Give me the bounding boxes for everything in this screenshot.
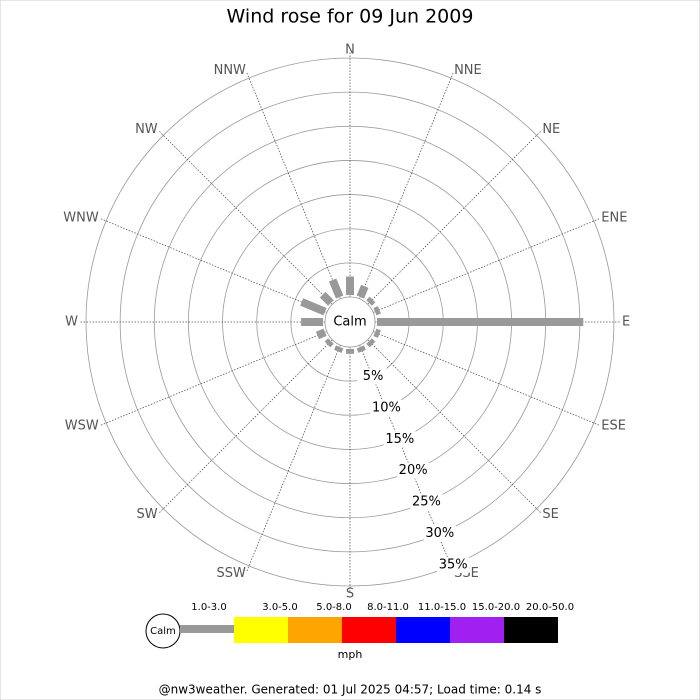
- spoke: [246, 72, 341, 300]
- direction-label: WNW: [63, 210, 99, 225]
- bar: [300, 298, 327, 316]
- bar: [373, 306, 381, 316]
- spoke: [372, 218, 600, 313]
- ring-label-bg: [397, 462, 430, 479]
- legend-label: 1.0-3.0: [191, 602, 226, 613]
- ring-label: 15%: [385, 432, 414, 447]
- ring-label-bg: [370, 399, 403, 416]
- direction-label: E: [622, 315, 630, 330]
- spoke: [246, 344, 341, 572]
- ring: [85, 57, 615, 587]
- bar: [366, 296, 376, 306]
- unit-label: mph: [338, 648, 363, 661]
- legend-label: 20.0-50.0: [526, 602, 574, 613]
- ring-label: 30%: [425, 526, 454, 541]
- direction-label: NNW: [214, 63, 246, 78]
- bar: [356, 345, 366, 353]
- bar: [356, 284, 369, 299]
- bar: [334, 345, 344, 353]
- spoke: [100, 331, 328, 426]
- direction-label: SW: [137, 507, 158, 522]
- ring-label-bg: [410, 494, 443, 511]
- direction-label: SE: [542, 507, 558, 522]
- bar: [324, 338, 334, 348]
- legend-swatch: [450, 617, 504, 643]
- legend-label: 11.0-15.0: [418, 602, 466, 613]
- direction-label: W: [65, 315, 78, 330]
- legend-label: 8.0-11.0: [367, 602, 409, 613]
- direction-label: WSW: [65, 419, 99, 434]
- spoke: [372, 331, 600, 426]
- calm-circle: [324, 296, 376, 348]
- footer: @nw3weather. Generated: 01 Jul 2025 04:5…: [159, 683, 542, 697]
- legend-label: 15.0-20.0: [472, 602, 520, 613]
- ring-label-bg: [357, 368, 390, 385]
- legend-swatch: [342, 617, 396, 643]
- spoke: [158, 130, 333, 305]
- bar: [366, 338, 376, 348]
- spoke: [359, 72, 454, 300]
- direction-label: SSW: [217, 566, 247, 581]
- direction-label: N: [345, 43, 355, 58]
- legend-swatch: [504, 617, 558, 643]
- legend-swatch: [234, 617, 288, 643]
- legend-label: 5.0-8.0: [316, 602, 351, 613]
- direction-label: S: [346, 587, 354, 602]
- spoke: [367, 130, 542, 305]
- ring-label-bg: [383, 431, 416, 448]
- ring-label: 25%: [412, 495, 441, 510]
- bar: [315, 328, 327, 340]
- direction-label: NE: [542, 122, 560, 137]
- calm-label: Calm: [333, 315, 366, 330]
- legend-swatch: [288, 617, 342, 643]
- spoke: [100, 218, 328, 313]
- direction-label: ESE: [601, 419, 626, 434]
- ring-label: 20%: [399, 463, 428, 478]
- bar: [328, 278, 344, 299]
- bar: [373, 328, 381, 338]
- direction-label: NNE: [454, 63, 482, 78]
- bar: [319, 291, 334, 306]
- ring-label-bg: [423, 525, 456, 542]
- ring-label: 35%: [439, 558, 468, 573]
- legend-swatch: [180, 625, 234, 633]
- ring-label: 10%: [372, 400, 401, 415]
- ring-label-bg: [437, 557, 470, 574]
- legend-swatch: [396, 617, 450, 643]
- direction-label: NW: [135, 122, 158, 137]
- legend-calm-label: Calm: [150, 626, 176, 637]
- ring-label: 5%: [363, 369, 384, 384]
- chart-title: Wind rose for 09 Jun 2009: [227, 6, 474, 28]
- spoke: [367, 339, 542, 514]
- legend-label: 3.0-5.0: [262, 602, 297, 613]
- spoke: [158, 339, 333, 514]
- direction-label: ENE: [601, 210, 627, 225]
